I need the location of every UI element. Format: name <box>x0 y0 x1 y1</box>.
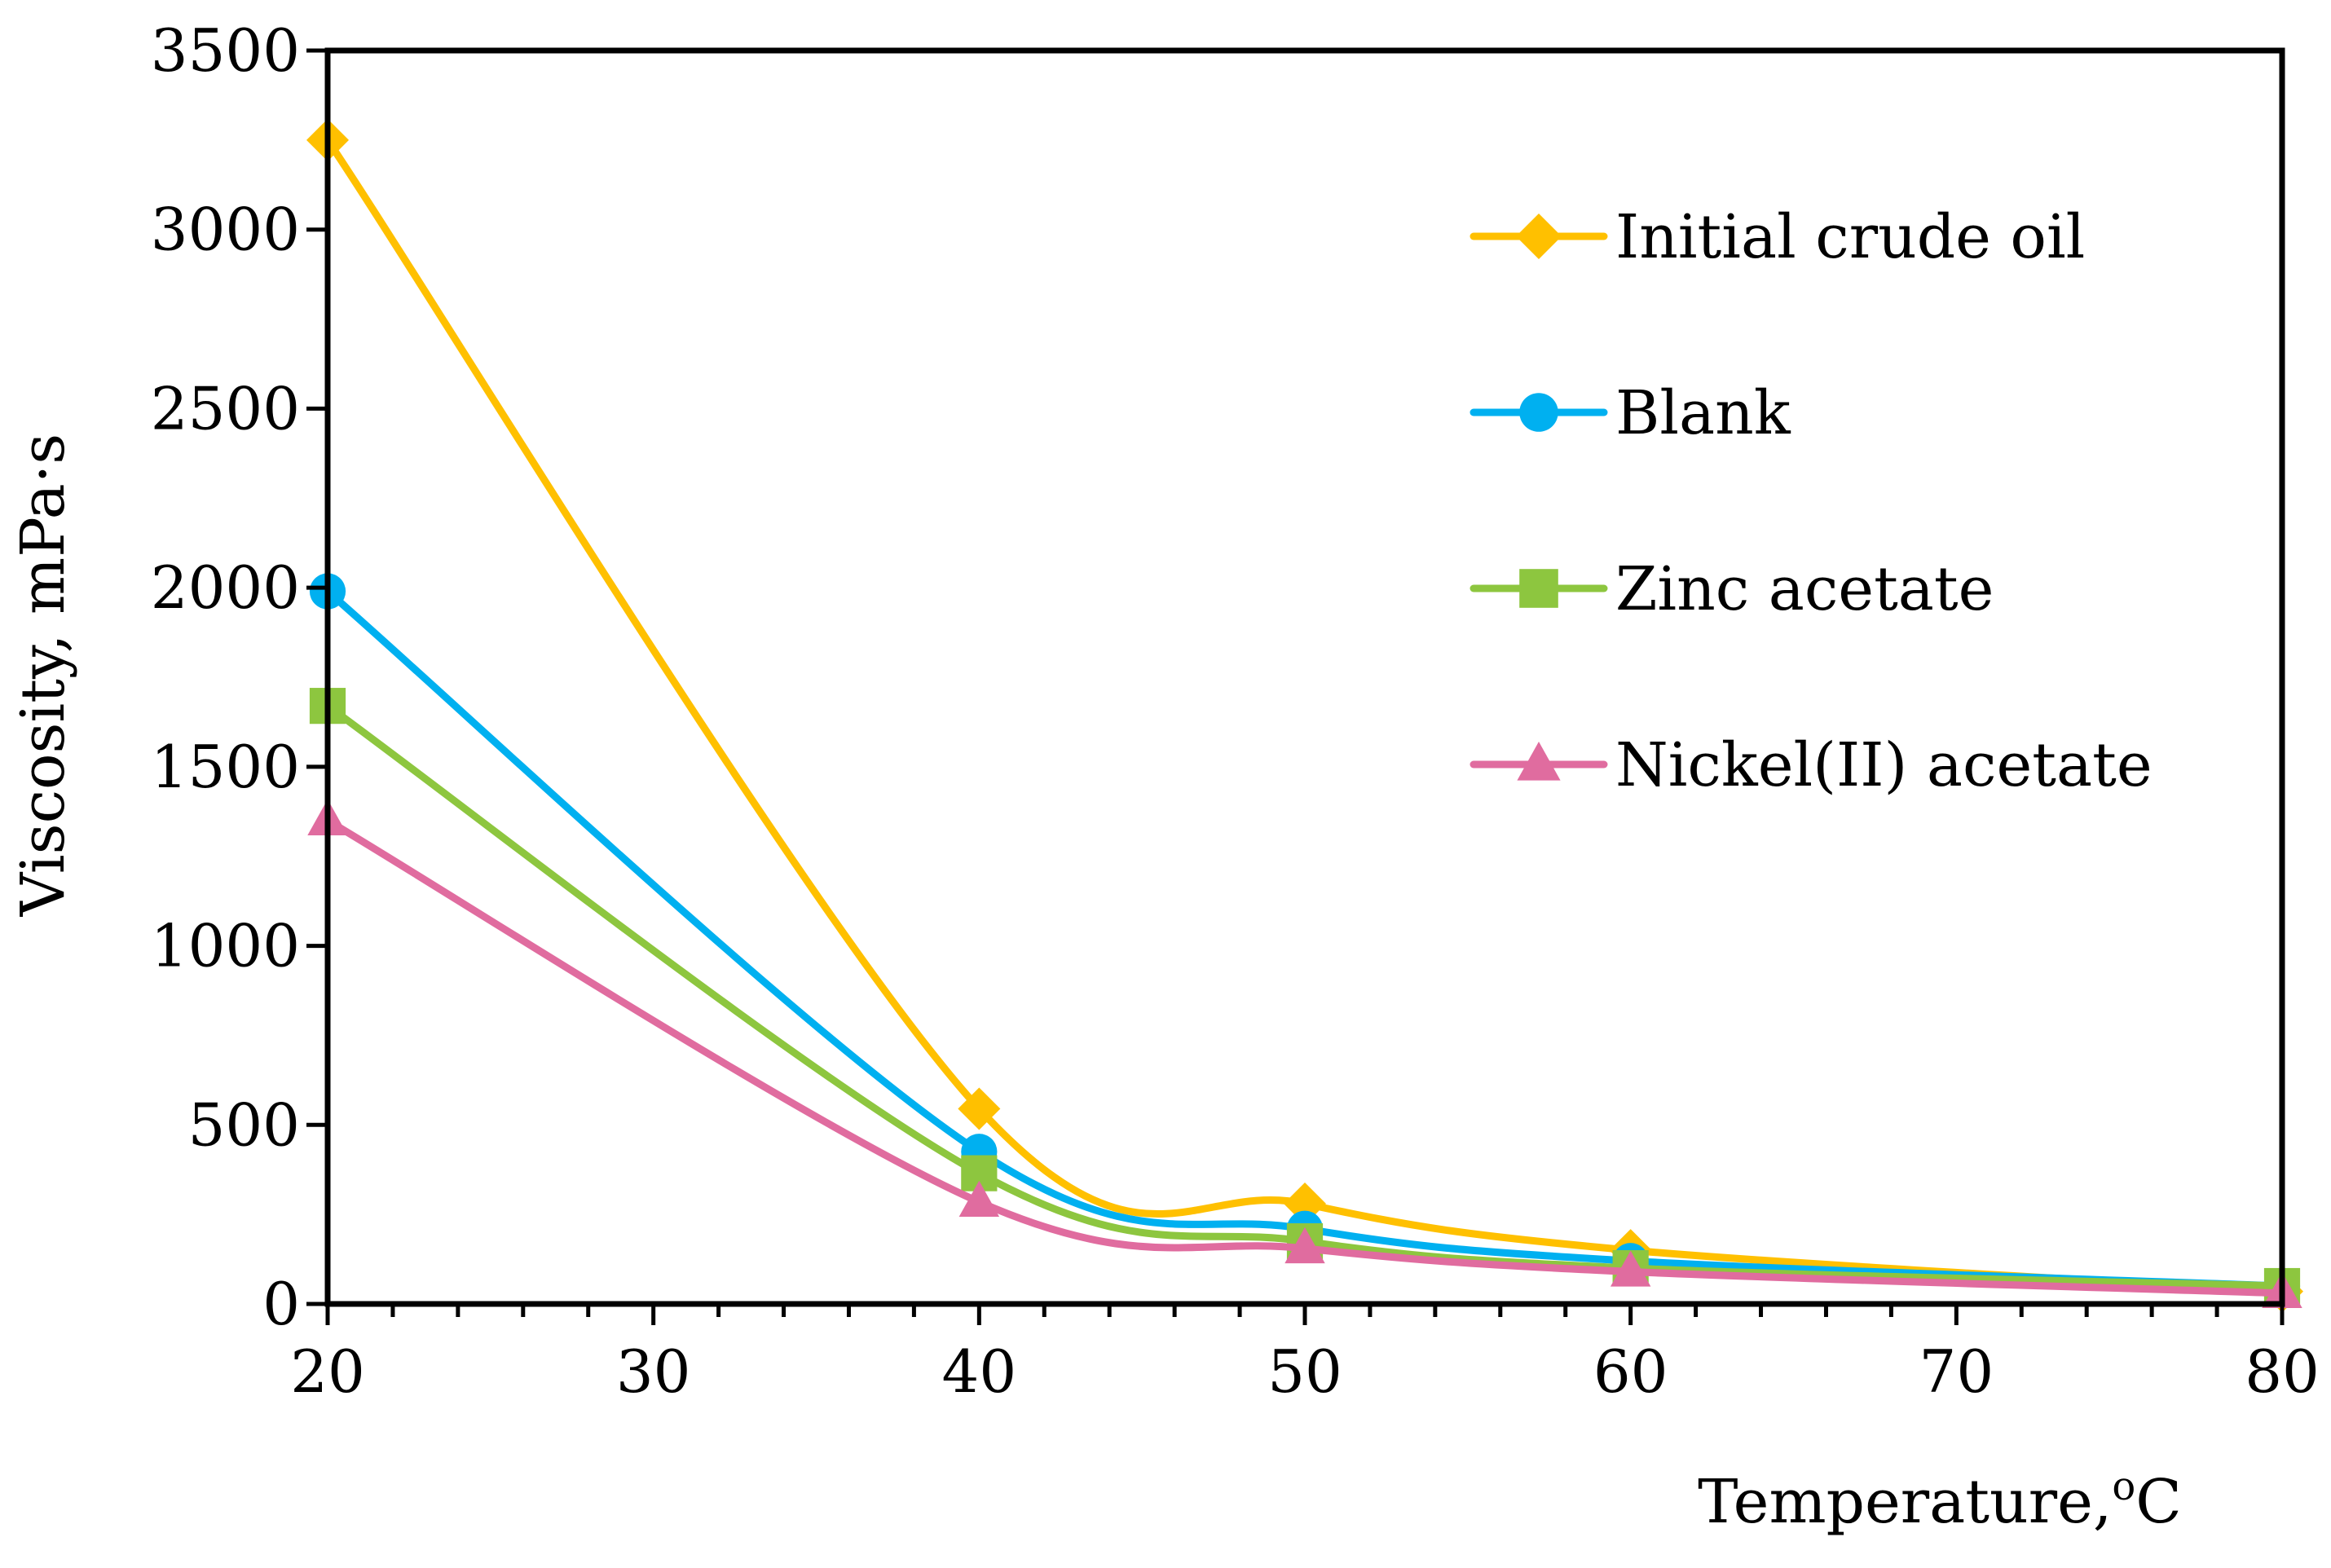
legend-marker-square <box>1519 569 1558 608</box>
legend-item-zinc-acetate: Zinc acetate <box>1470 554 1994 624</box>
x-tick-label: 40 <box>942 1337 1017 1406</box>
y-tick-label: 0 <box>262 1270 300 1338</box>
data-point-triangle <box>1284 1227 1325 1264</box>
y-tick-label: 500 <box>188 1090 300 1159</box>
legend-label: Nickel(II) acetate <box>1615 730 2153 800</box>
legend-marker-triangle <box>1517 742 1561 781</box>
legend-item-blank: Blank <box>1470 378 1791 448</box>
data-point-triangle <box>958 1180 1000 1217</box>
x-tick-label: 80 <box>2245 1337 2320 1406</box>
data-point-triangle <box>1610 1250 1651 1287</box>
x-tick-label: 30 <box>616 1337 691 1406</box>
legend: Initial crude oil Blank Zinc acetate Nickel… <box>1470 202 2153 800</box>
series-line-initial-crude-oil <box>324 136 2286 1296</box>
y-tick-label: 3000 <box>151 196 300 264</box>
y-tick-label: 1000 <box>151 912 300 980</box>
y-tick-label: 3500 <box>151 16 300 85</box>
series-initial-crude-oil <box>306 118 2303 1313</box>
y-axis-title: Viscosity, mPa·s <box>8 434 78 917</box>
series-nickel-ii-acetate <box>307 799 2302 1309</box>
x-axis-unit: C <box>2135 1467 2182 1537</box>
y-tick-label: 2500 <box>151 374 300 443</box>
series-line-blank <box>324 588 2286 1290</box>
series-layer <box>306 118 2303 1313</box>
x-axis-title-text: Temperature, <box>1698 1467 2112 1537</box>
legend-marker-diamond <box>1516 214 1562 259</box>
legend-label: Zinc acetate <box>1615 554 1994 624</box>
legend-label: Blank <box>1615 378 1791 448</box>
legend-marker-circle <box>1519 393 1558 432</box>
legend-item-nickel-ii-acetate: Nickel(II) acetate <box>1470 730 2153 800</box>
x-tick-label: 50 <box>1267 1337 1342 1406</box>
x-tick-label: 70 <box>1919 1337 1994 1406</box>
data-point-diamond <box>958 1087 1001 1130</box>
legend-item-initial-crude-oil: Initial crude oil <box>1470 202 2085 272</box>
y-tick-label: 2000 <box>151 553 300 622</box>
legend-label: Initial crude oil <box>1615 202 2085 272</box>
x-tick-label: 20 <box>290 1337 365 1406</box>
x-tick-label: 60 <box>1593 1337 1668 1406</box>
x-axis-unit-superscript: o <box>2112 1464 2135 1509</box>
y-tick-label: 1500 <box>151 733 300 801</box>
ticks-layer: 0 500 1000 1500 2000 2500 3000 3500 20 30 40 50 60 70… <box>151 16 2320 1406</box>
x-axis-title: Temperature,oC <box>1698 1464 2182 1537</box>
